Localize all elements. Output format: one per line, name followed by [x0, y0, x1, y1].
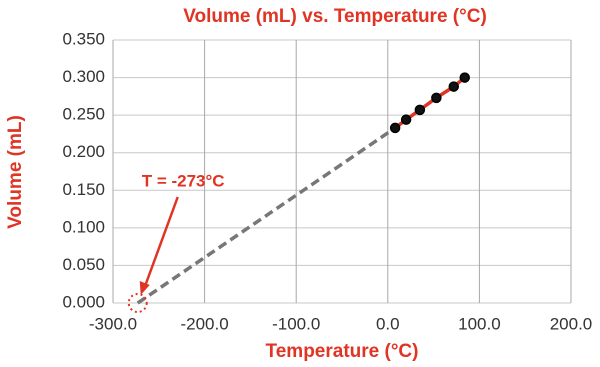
x-tick-label: 0.0 — [376, 314, 400, 333]
y-tick-label: 0.100 — [62, 217, 105, 236]
data-point — [400, 114, 412, 125]
data-point — [459, 72, 470, 83]
y-tick-label: 0.150 — [62, 180, 105, 199]
x-tick-label: -300.0 — [89, 314, 137, 333]
x-tick-label: -200.0 — [180, 314, 228, 333]
data-point — [448, 81, 460, 92]
y-tick-label: 0.300 — [62, 67, 105, 86]
annotation-circle — [127, 293, 148, 313]
x-tick-label: 200.0 — [550, 314, 593, 333]
data-point — [414, 104, 426, 116]
y-tick-label: 0.000 — [62, 292, 105, 311]
data-point — [389, 122, 401, 134]
x-tick-label: 100.0 — [458, 314, 501, 333]
y-tick-label: 0.350 — [62, 29, 105, 48]
y-axis-label: Volume (mL) — [5, 115, 26, 229]
annotation-text: T = -273°C — [142, 171, 225, 190]
x-tick-label: -100.0 — [272, 314, 320, 333]
y-tick-label: 0.200 — [62, 142, 105, 161]
annotation-arrowhead — [139, 281, 150, 295]
data-point — [431, 92, 442, 104]
y-tick-label: 0.050 — [62, 255, 105, 274]
x-axis-label: Temperature (°C) — [266, 341, 419, 362]
annotation-arrow — [143, 196, 179, 288]
series-line — [136, 126, 397, 305]
chart-title: Volume (mL) vs. Temperature (°C) — [183, 6, 487, 27]
y-tick-label: 0.250 — [62, 105, 105, 124]
